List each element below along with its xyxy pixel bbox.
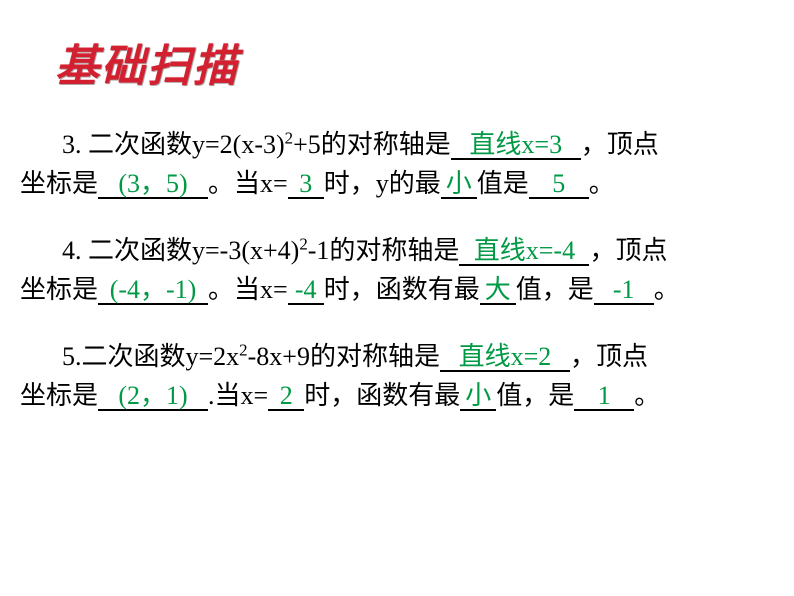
q4-mid5: 值，是 (516, 275, 594, 304)
question-4: 4. 二次函数y=-3(x+4)2-1的对称轴是直线x=-4，顶点 坐标是(-4… (20, 231, 780, 309)
q4-mid2a: ，顶点 (589, 236, 667, 265)
q3-prefix: 二次函数y=2(x-3) (88, 130, 285, 159)
q3-extremum-answer: 5 (529, 170, 589, 199)
q3-mid2b: 坐标是 (20, 169, 98, 198)
q4-number: 4. (62, 236, 82, 265)
q5-exp: 2 (239, 340, 247, 359)
q4-xval-answer: -4 (288, 276, 324, 305)
q4-end: 。 (654, 275, 680, 304)
q4-extremum-answer: -1 (594, 276, 654, 305)
q5-mid3: .当x= (208, 381, 268, 410)
q3-mid4: 时，y的最 (324, 169, 441, 198)
q4-mid3: 。当x= (208, 275, 288, 304)
q3-number: 3. (62, 130, 82, 159)
q5-mid4: 时，函数有最 (304, 381, 460, 410)
question-5: 5.二次函数y=2x2-8x+9的对称轴是直线x=2，顶点 坐标是(2，1).当… (20, 337, 780, 415)
q4-exp: 2 (299, 234, 307, 253)
q4-axis-answer: 直线x=-4 (459, 237, 589, 266)
q3-mid1: +5的对称轴是 (293, 130, 451, 159)
q5-minmax-answer: 小 (460, 382, 496, 411)
q3-mid3: 。当x= (208, 169, 288, 198)
question-3: 3. 二次函数y=2(x-3)2+5的对称轴是直线x=3，顶点 坐标是(3，5)… (20, 125, 780, 203)
q4-minmax-answer: 大 (480, 276, 516, 305)
q5-end: 。 (634, 381, 660, 410)
q5-axis-answer: 直线x=2 (440, 343, 570, 372)
q4-prefix: 二次函数y=-3(x+4) (88, 236, 299, 265)
page-title: 基础扫描 (55, 30, 239, 94)
q4-mid1: -1的对称轴是 (308, 236, 460, 265)
q3-mid2a: ，顶点 (581, 130, 659, 159)
q5-extremum-answer: 1 (574, 382, 634, 411)
q3-xval-answer: 3 (288, 170, 324, 199)
q3-exp: 2 (285, 128, 293, 147)
q3-axis-answer: 直线x=3 (451, 131, 581, 160)
q4-mid4: 时，函数有最 (324, 275, 480, 304)
q5-mid2b: 坐标是 (20, 381, 98, 410)
content-block: 3. 二次函数y=2(x-3)2+5的对称轴是直线x=3，顶点 坐标是(3，5)… (20, 125, 780, 443)
q5-vertex-answer: (2，1) (98, 382, 208, 411)
q5-prefix: 二次函数y=2x (82, 342, 240, 371)
q3-minmax-answer: 小 (441, 170, 477, 199)
q5-mid2a: ，顶点 (570, 342, 648, 371)
q5-xval-answer: 2 (268, 382, 304, 411)
q5-mid5: 值，是 (496, 381, 574, 410)
q5-number: 5. (62, 342, 82, 371)
q5-mid1: -8x+9的对称轴是 (248, 342, 440, 371)
q4-vertex-answer: (-4，-1) (98, 276, 208, 305)
q3-end: 。 (589, 169, 615, 198)
q3-mid5: 值是 (477, 169, 529, 198)
q3-vertex-answer: (3，5) (98, 170, 208, 199)
q4-mid2b: 坐标是 (20, 275, 98, 304)
